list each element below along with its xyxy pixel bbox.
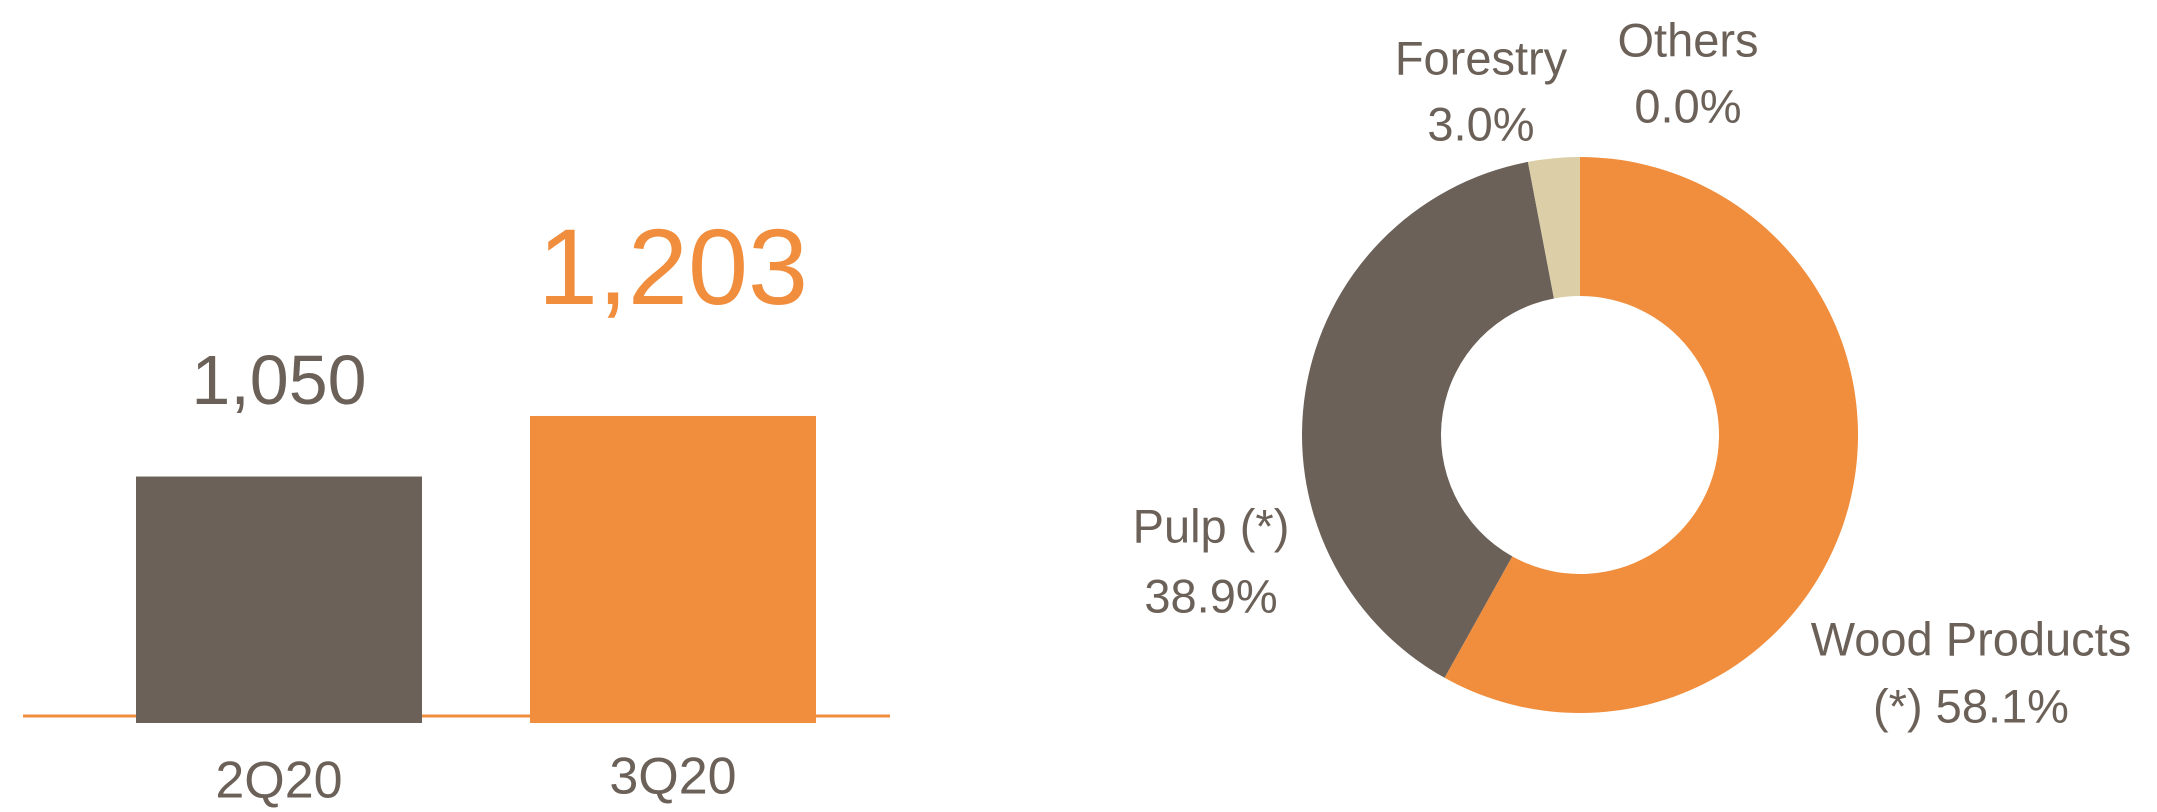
value-label: 1,203 — [538, 206, 808, 327]
slice-value: 0.0% — [1634, 79, 1741, 132]
slice-value: 3.0% — [1427, 97, 1534, 150]
slice-name: Others — [1617, 13, 1758, 66]
slice-name: Pulp (*) — [1133, 499, 1290, 552]
slice-value: (*) 58.1% — [1873, 679, 2069, 732]
bar — [136, 476, 422, 723]
donut-slice — [1527, 157, 1580, 299]
category-label: 3Q20 — [609, 748, 736, 806]
slice-value: 38.9% — [1144, 569, 1277, 622]
donut-slice — [1302, 161, 1554, 678]
bar — [530, 415, 816, 723]
donut-slice — [1444, 157, 1859, 713]
slice-name: Forestry — [1395, 31, 1568, 84]
category-label: 2Q20 — [215, 752, 342, 810]
value-label: 1,050 — [191, 341, 366, 419]
slice-name: Wood Products — [1811, 612, 2131, 665]
